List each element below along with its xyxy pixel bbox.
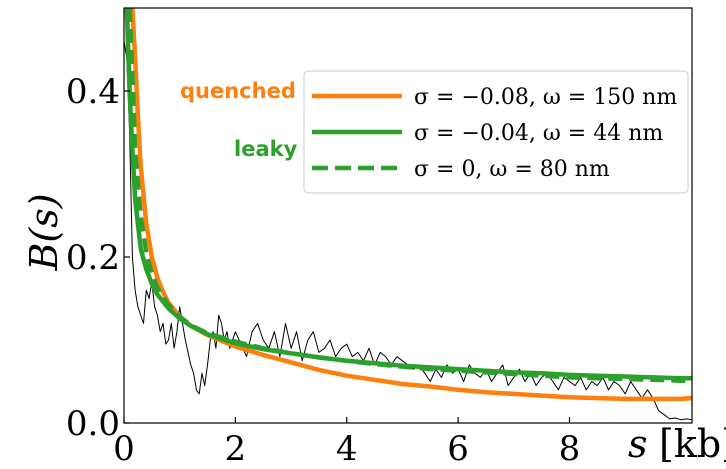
legend-frame bbox=[303, 70, 689, 194]
series-line-0 bbox=[130, 8, 692, 402]
plot-frame bbox=[123, 7, 693, 424]
x-tick-label: 0 bbox=[113, 429, 135, 469]
x-tick-label: 4 bbox=[336, 429, 358, 469]
x-axis-label-var: s bbox=[628, 422, 648, 466]
legend-label-1: σ = −0.04, ω = 44 nm bbox=[414, 121, 663, 146]
x-tick-label: 6 bbox=[447, 429, 469, 469]
y-tick-label: 0.0 bbox=[66, 404, 120, 444]
side-label-leaky: leaky bbox=[234, 137, 298, 161]
x-tick-label: 8 bbox=[559, 429, 581, 469]
x-tick-label: 2 bbox=[225, 429, 247, 469]
y-tick-label: 0.2 bbox=[66, 238, 120, 278]
series-line-3 bbox=[124, 41, 692, 421]
legend-label-0: σ = −0.08, ω = 150 nm bbox=[414, 85, 677, 110]
x-axis-label-unit: [kb] bbox=[659, 422, 726, 466]
legend: σ = −0.08, ω = 150 nm σ = −0.04, ω = 44 … bbox=[303, 70, 689, 194]
series-layer bbox=[124, 8, 692, 421]
series-line-2 bbox=[127, 8, 692, 383]
y-axis-label: B(s) bbox=[22, 193, 66, 271]
legend-label-2: σ = 0, ω = 80 nm bbox=[414, 157, 610, 182]
y-tick-label: 0.4 bbox=[66, 72, 120, 112]
x-axis-label: s [kb] bbox=[628, 422, 726, 466]
ticks-layer: 0 2 4 6 8 0.0 0.2 0.4 bbox=[66, 72, 580, 469]
side-label-quenched: quenched bbox=[180, 79, 296, 103]
